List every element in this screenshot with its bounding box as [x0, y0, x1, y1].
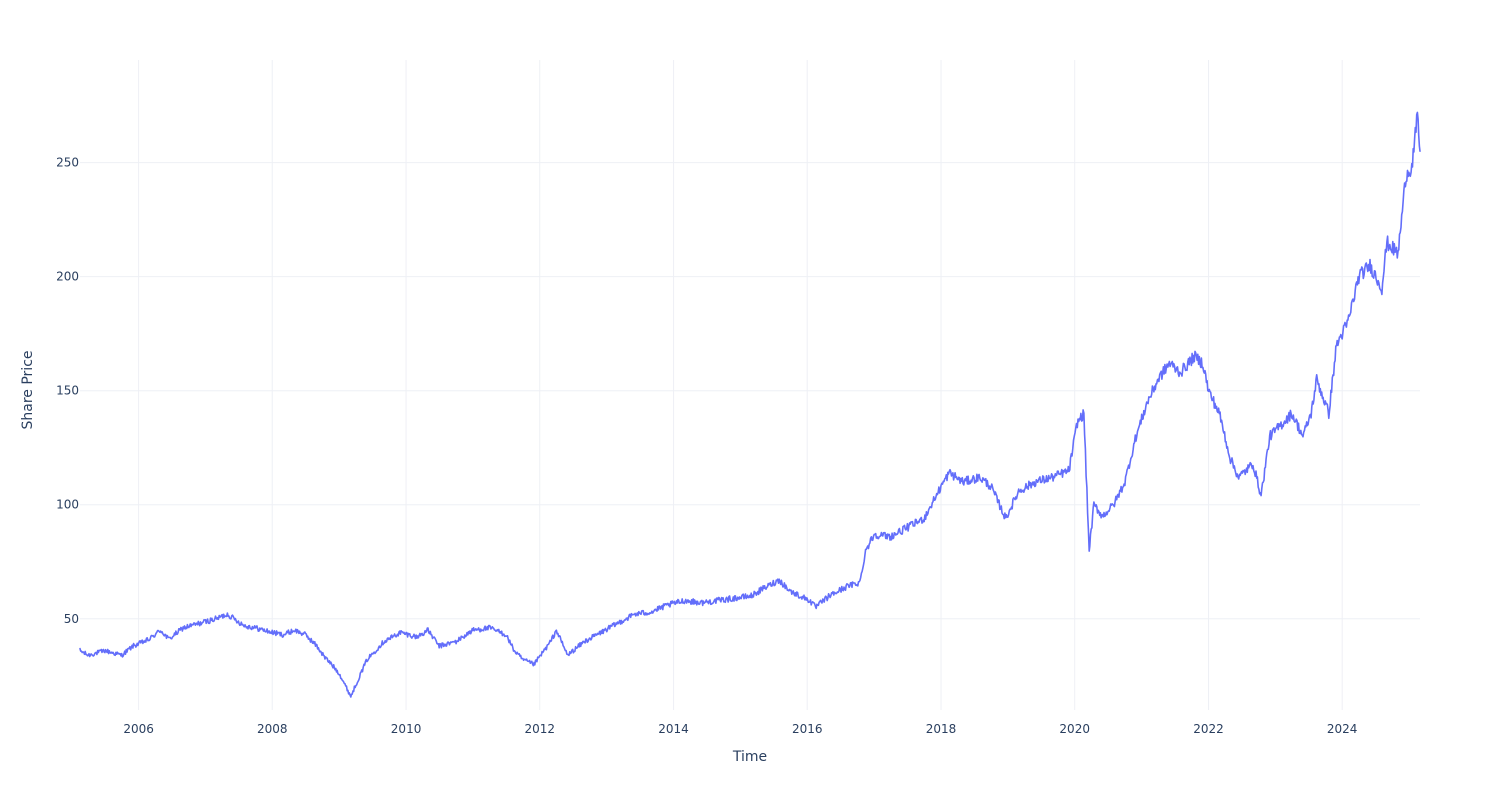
x-tick-label: 2008 [257, 722, 288, 736]
x-tick-label: 2020 [1059, 722, 1090, 736]
x-tick-label: 2016 [792, 722, 823, 736]
x-tick-label: 2012 [524, 722, 555, 736]
y-axis-title: Share Price [20, 350, 36, 429]
x-tick-label: 2022 [1193, 722, 1224, 736]
x-tick-label: 2006 [123, 722, 154, 736]
y-tick-label: 50 [64, 612, 79, 626]
y-tick-label: 100 [56, 498, 79, 512]
x-tick-label: 2010 [391, 722, 422, 736]
x-axis-title: Time [732, 749, 767, 765]
x-tick-label: 2014 [658, 722, 689, 736]
x-tick-label: 2018 [926, 722, 957, 736]
y-tick-label: 150 [56, 384, 79, 398]
x-tick-labels: 2006 2008 2010 2012 2014 2016 2018 2020 2022 2024 [123, 722, 1357, 736]
y-gridlines [80, 162, 1420, 620]
series-line-share-price [79, 111, 1421, 698]
y-tick-label: 250 [56, 156, 79, 170]
plot-area [79, 111, 1421, 698]
y-tick-labels: 50 100 150 200 250 [56, 156, 79, 626]
y-tick-label: 200 [56, 270, 79, 284]
x-gridlines [138, 60, 1343, 710]
x-tick-label: 2024 [1327, 722, 1358, 736]
